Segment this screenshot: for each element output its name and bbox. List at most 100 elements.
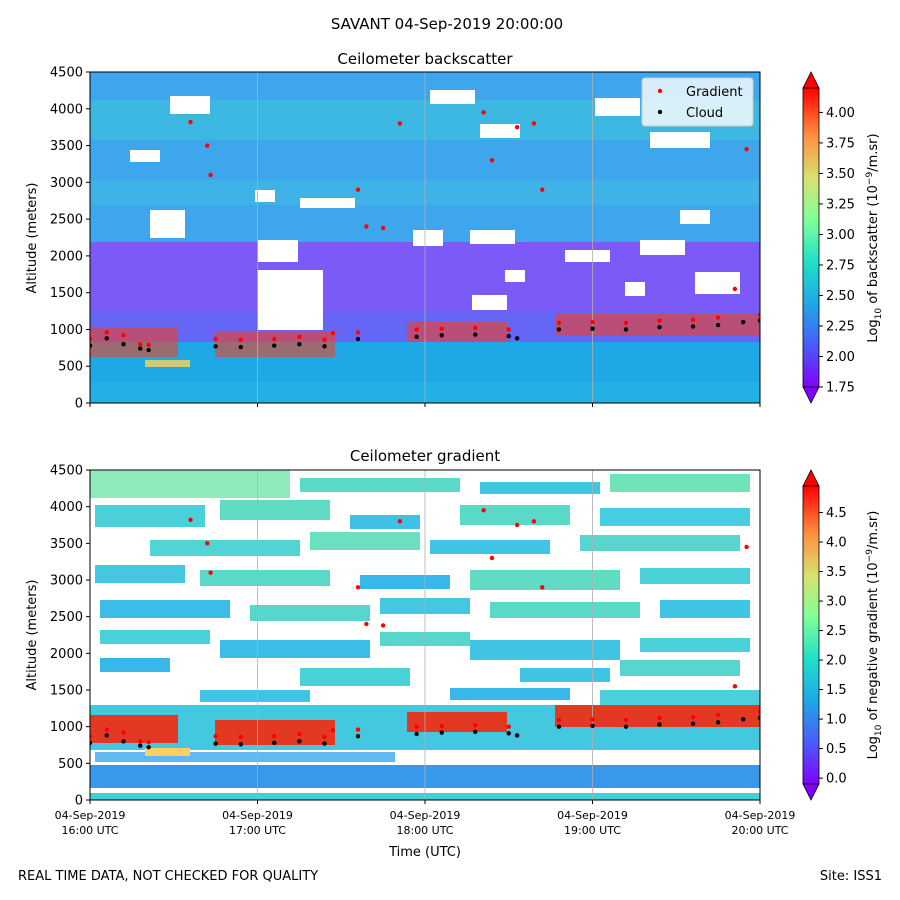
y-tick-label: 1000 — [50, 720, 83, 735]
y-axis-label-bot: Altitude (meters) — [25, 580, 40, 691]
gradient-point — [540, 585, 545, 590]
cloud-point — [213, 741, 218, 746]
colorbar-tick-label: 4.5 — [826, 506, 847, 521]
gradient-point — [506, 724, 511, 729]
x-tick-label-date: 04-Sep-2019 — [390, 809, 461, 822]
cloud-point — [715, 720, 721, 725]
cloud-point — [146, 347, 151, 353]
gradient-point — [623, 717, 629, 723]
gradient-point — [121, 333, 126, 338]
gradient-point — [397, 519, 403, 524]
x-tick-label-time: 16:00 UTC — [61, 824, 118, 837]
legend-gradient-marker — [657, 88, 663, 94]
gradient-point — [556, 320, 562, 326]
gradient-point — [146, 739, 151, 745]
cloud-point — [104, 336, 109, 341]
cloud-point — [715, 322, 721, 328]
cloud-point — [238, 344, 243, 350]
gradient-point — [397, 121, 403, 126]
cloud-point — [657, 325, 662, 330]
cloud-point — [90, 343, 93, 348]
y-axis-bot: 0 500 1000 1500 2000 2500 3000 3500 4000 4500 — [50, 464, 90, 809]
y-tick-label: 0 — [75, 794, 83, 809]
colorbar-ticks-top: 1.75 2.00 2.25 2.50 2.75 3.00 3.25 3.50 3.75 4.00 — [819, 106, 855, 396]
cloud-point — [506, 731, 511, 736]
gradient-point — [414, 724, 419, 729]
legend-cloud-label: Cloud — [686, 106, 723, 121]
gradient-point — [715, 315, 721, 320]
colorbar-tick-label: 2.75 — [826, 258, 855, 273]
colorbar-tick-label: 4.00 — [826, 106, 855, 121]
gradient-point — [690, 714, 696, 720]
gradient-point — [556, 717, 562, 723]
cloud-point — [121, 739, 126, 744]
cloud-point — [297, 341, 302, 347]
gradient-point — [213, 336, 218, 342]
gradient-point — [439, 723, 444, 729]
gradient-point — [414, 327, 419, 332]
cloud-point — [104, 733, 109, 738]
colorbar-tick-label: 2.0 — [826, 654, 847, 669]
x-tick-label-date: 04-Sep-2019 — [725, 809, 796, 822]
y-tick-label: 4500 — [50, 66, 83, 81]
y-tick-label: 3000 — [50, 574, 83, 589]
cloud-point — [741, 319, 746, 325]
cloud-point — [741, 717, 746, 722]
gradient-point — [208, 172, 213, 178]
colorbar-tick-label: 3.25 — [826, 197, 855, 212]
gradient-point — [590, 717, 595, 722]
gradient-point — [104, 330, 109, 335]
gradient-point — [355, 330, 361, 335]
gradient-point — [297, 334, 302, 339]
gradient-point — [297, 731, 302, 737]
gradient-point — [473, 325, 478, 331]
quality-disclaimer: REAL TIME DATA, NOT CHECKED FOR QUALITY — [18, 869, 319, 884]
gradient-point — [121, 730, 126, 735]
gradient-point — [473, 723, 478, 728]
x-axis-top — [89, 403, 761, 407]
cloud-point — [414, 334, 419, 339]
gradient-point — [514, 124, 520, 130]
y-tick-label: 4500 — [50, 464, 83, 479]
y-tick-label: 1000 — [50, 323, 83, 338]
gradient-point — [757, 312, 760, 317]
gradient-point — [330, 728, 336, 733]
cloud-point — [355, 336, 361, 342]
gradient-point — [355, 187, 361, 192]
cloud-point — [439, 730, 444, 735]
cloud-point — [473, 729, 478, 734]
colorbar-tick-label: 3.00 — [826, 228, 855, 243]
x-tick-label-time: 18:00 UTC — [396, 824, 453, 837]
gradient-point — [531, 519, 537, 524]
cloud-point — [439, 333, 444, 338]
cloud-point — [623, 327, 629, 332]
panel-gradient: Ceilometer gradient — [25, 447, 884, 860]
cloud-point — [657, 722, 662, 727]
legend-cloud-marker — [657, 109, 663, 115]
gradient-point — [238, 337, 243, 342]
gradient-point — [90, 336, 93, 342]
gradient-point — [481, 508, 486, 513]
x-tick-label-time: 20:00 UTC — [731, 824, 788, 837]
cloud-point — [146, 745, 151, 750]
panel-title-gradient: Ceilometer gradient — [350, 447, 500, 465]
colorbar-tick-label: 3.75 — [826, 136, 855, 151]
gradient-point — [744, 147, 749, 152]
x-tick-label-date: 04-Sep-2019 — [55, 809, 126, 822]
cloud-point — [590, 326, 595, 331]
cloud-point — [322, 344, 327, 349]
gradient-point — [744, 544, 749, 550]
colorbar-tick-label: 1.75 — [826, 381, 855, 396]
gradient-point — [690, 317, 696, 323]
cloud-markers-top — [90, 318, 760, 353]
gradient-point — [205, 143, 210, 148]
colorbar-tick-label: 3.0 — [826, 595, 847, 610]
colorbar-backscatter: 1.75 2.00 2.25 2.50 2.75 3.00 3.25 3.50 3.75 4.00… — [802, 71, 884, 404]
gradient-point — [104, 727, 109, 732]
cloud-point — [322, 741, 327, 746]
cloud-point — [514, 336, 520, 341]
y-tick-label: 3500 — [50, 537, 83, 552]
gradient-point — [90, 734, 93, 739]
gradient-point — [531, 121, 537, 126]
gradient-point — [481, 110, 486, 115]
